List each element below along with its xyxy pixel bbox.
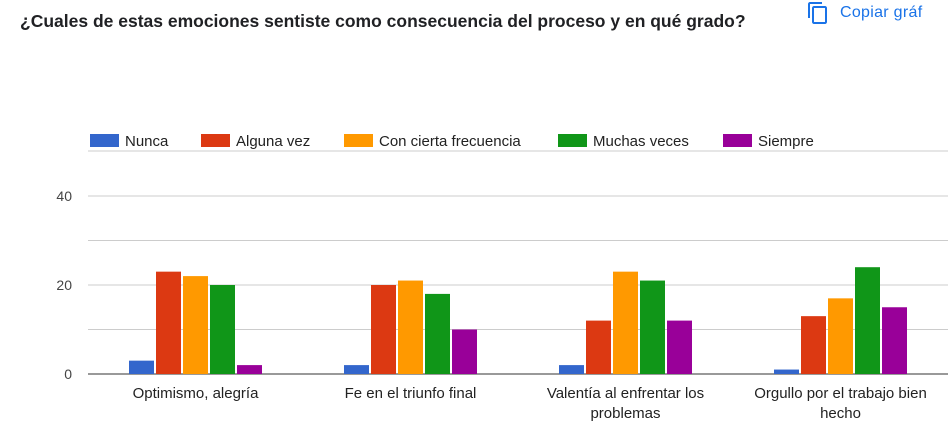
x-category-label: Valentía al enfrentar los xyxy=(547,385,704,402)
y-tick-label: 40 xyxy=(56,188,72,204)
x-category-label: problemas xyxy=(590,405,660,422)
legend-swatch-nunca xyxy=(90,134,119,147)
legend-swatch-con-cierta-frecuencia xyxy=(344,134,373,147)
legend-swatch-siempre xyxy=(723,134,752,147)
legend-label: Muchas veces xyxy=(593,133,689,150)
question-title: ¿Cuales de estas emociones sentiste como… xyxy=(20,11,746,31)
bar-alguna-vez xyxy=(801,316,826,374)
bar-nunca xyxy=(344,365,369,374)
bar-alguna-vez xyxy=(371,285,396,374)
bar-con-cierta-frecuencia xyxy=(828,298,853,374)
bar-siempre xyxy=(237,365,262,374)
x-category-label: hecho xyxy=(820,405,861,422)
bar-muchas-veces xyxy=(640,280,665,374)
copy-icon xyxy=(808,2,827,24)
legend-label: Alguna vez xyxy=(236,133,310,150)
bar-muchas-veces xyxy=(210,285,235,374)
legend-swatch-alguna-vez xyxy=(201,134,230,147)
bar-alguna-vez xyxy=(586,320,611,374)
bar-nunca xyxy=(559,365,584,374)
bar-siempre xyxy=(882,307,907,374)
bar-con-cierta-frecuencia xyxy=(398,280,423,374)
copy-chart-label: Copiar gráf xyxy=(840,4,923,21)
legend-swatch-muchas-veces xyxy=(558,134,587,147)
x-category-label: Optimismo, alegría xyxy=(133,385,260,402)
bar-muchas-veces xyxy=(855,267,880,374)
y-tick-label: 20 xyxy=(56,277,72,293)
bar-nunca xyxy=(774,369,799,374)
x-category-label: Fe en el triunfo final xyxy=(345,385,477,402)
bar-siempre xyxy=(452,329,477,374)
copy-chart-button[interactable]: Copiar gráf xyxy=(806,0,922,26)
legend-label: Con cierta frecuencia xyxy=(379,133,521,150)
bar-nunca xyxy=(129,360,154,374)
bar-con-cierta-frecuencia xyxy=(613,271,638,374)
legend-label: Nunca xyxy=(125,133,169,150)
bar-alguna-vez xyxy=(156,271,181,374)
x-category-label: Orgullo por el trabajo bien xyxy=(754,385,927,402)
bar-siempre xyxy=(667,320,692,374)
bar-con-cierta-frecuencia xyxy=(183,276,208,374)
legend-label: Siempre xyxy=(758,133,814,150)
bar-muchas-veces xyxy=(425,293,450,374)
y-tick-label: 0 xyxy=(64,366,72,382)
